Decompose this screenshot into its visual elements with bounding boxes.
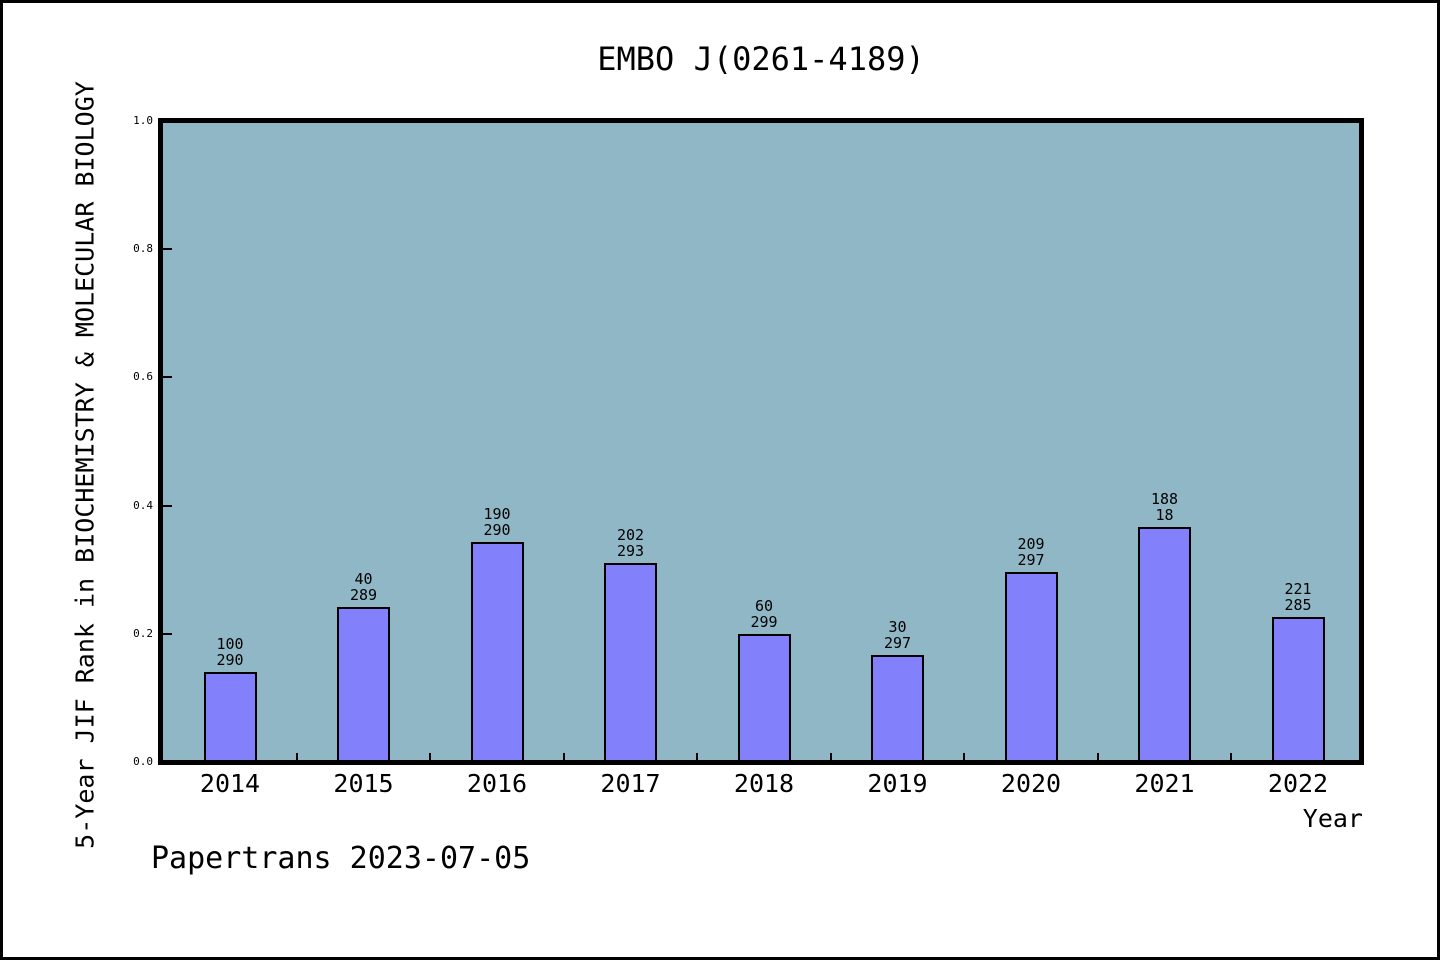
x-axis-minor-tick — [562, 753, 565, 762]
x-axis-minor-tick — [1230, 753, 1233, 762]
x-axis-minor-tick — [429, 753, 432, 762]
x-tick-label: 2018 — [733, 769, 795, 798]
x-tick-label: 2016 — [466, 769, 528, 798]
bar-value-line: 293 — [616, 542, 645, 560]
x-axis-minor-tick — [696, 753, 699, 762]
bar-2019 — [871, 655, 924, 762]
y-tick-label: 0.0 — [133, 755, 153, 768]
bar-value-line: 289 — [349, 586, 378, 604]
y-tick-label: 1.0 — [133, 114, 153, 127]
y-tick-label: 0.4 — [133, 498, 153, 512]
watermark-text: Papertrans 2023-07-05 — [151, 841, 531, 876]
bar-value-line: 297 — [1017, 551, 1045, 569]
y-axis-tick — [162, 632, 172, 635]
bar-2018 — [737, 634, 791, 762]
bar-value-line: 221 — [1284, 580, 1312, 598]
bar-2015 — [337, 607, 390, 762]
x-axis-minor-tick — [829, 753, 832, 762]
bar-value-line: 30 — [888, 618, 907, 636]
x-tick-label: 2017 — [600, 769, 661, 798]
bar-value-line: 290 — [483, 521, 511, 539]
y-axis-tick — [162, 761, 172, 763]
x-axis-minor-tick — [1096, 753, 1099, 762]
x-tick-label: 2019 — [867, 769, 928, 798]
bar-2020 — [1004, 572, 1058, 762]
bar-value-label: 202 293 — [617, 527, 644, 559]
y-axis-tick — [162, 248, 172, 251]
y-axis-tick — [162, 120, 172, 122]
bar-2021 — [1138, 527, 1191, 762]
bar-value-line: 40 — [354, 570, 373, 588]
bar-value-line: 100 — [216, 635, 244, 653]
bar-value-line: 18 — [1155, 506, 1174, 524]
x-tick-label: 2020 — [1000, 769, 1062, 798]
y-tick-label: 0.6 — [133, 370, 153, 384]
y-tick-label: 0.2 — [133, 626, 153, 640]
x-axis-minor-tick — [963, 753, 966, 762]
bar-2014 — [203, 672, 257, 762]
plot-area: 100 290 40 289 190 290 202 293 60 299 30 297 209 297 1… — [161, 121, 1361, 762]
bar-value-line: 290 — [216, 651, 244, 669]
bar-value-line: 209 — [1017, 535, 1045, 553]
bar-2022 — [1271, 617, 1325, 762]
y-axis-tick — [162, 504, 172, 507]
x-tick-label: 2015 — [333, 769, 394, 798]
bar-value-label: 100 290 — [216, 636, 243, 668]
bar-value-line: 285 — [1284, 596, 1312, 614]
bar-2017 — [604, 563, 657, 762]
bar-value-line: 188 — [1150, 490, 1179, 508]
bar-value-label: 40 289 — [350, 571, 377, 603]
bar-value-label: 60 299 — [750, 598, 777, 630]
bar-2016 — [470, 542, 524, 762]
chart-title: EMBO J(0261-4189) — [597, 40, 925, 78]
y-axis-tick — [162, 376, 172, 379]
x-tick-label: 2014 — [199, 769, 261, 798]
bar-value-label: 30 297 — [884, 619, 911, 651]
bar-value-label: 221 285 — [1284, 581, 1311, 613]
bar-value-line: 299 — [750, 613, 778, 631]
bar-value-line: 190 — [483, 505, 511, 523]
y-axis-label: 5-Year JIF Rank in BIOCHEMISTRY & MOLECU… — [70, 81, 100, 849]
bar-value-label: 209 297 — [1017, 536, 1044, 568]
bar-value-line: 60 — [754, 597, 774, 615]
y-tick-label: 0.8 — [133, 242, 153, 256]
bar-value-line: 202 — [616, 526, 645, 544]
x-axis-minor-tick — [295, 753, 298, 762]
x-tick-label: 2022 — [1267, 769, 1329, 798]
bar-value-line: 297 — [883, 634, 912, 652]
bar-value-label: 190 290 — [483, 506, 510, 538]
bar-value-label: 188 18 — [1151, 491, 1178, 523]
x-axis-label: Year — [1302, 804, 1363, 833]
x-tick-label: 2021 — [1134, 769, 1195, 798]
